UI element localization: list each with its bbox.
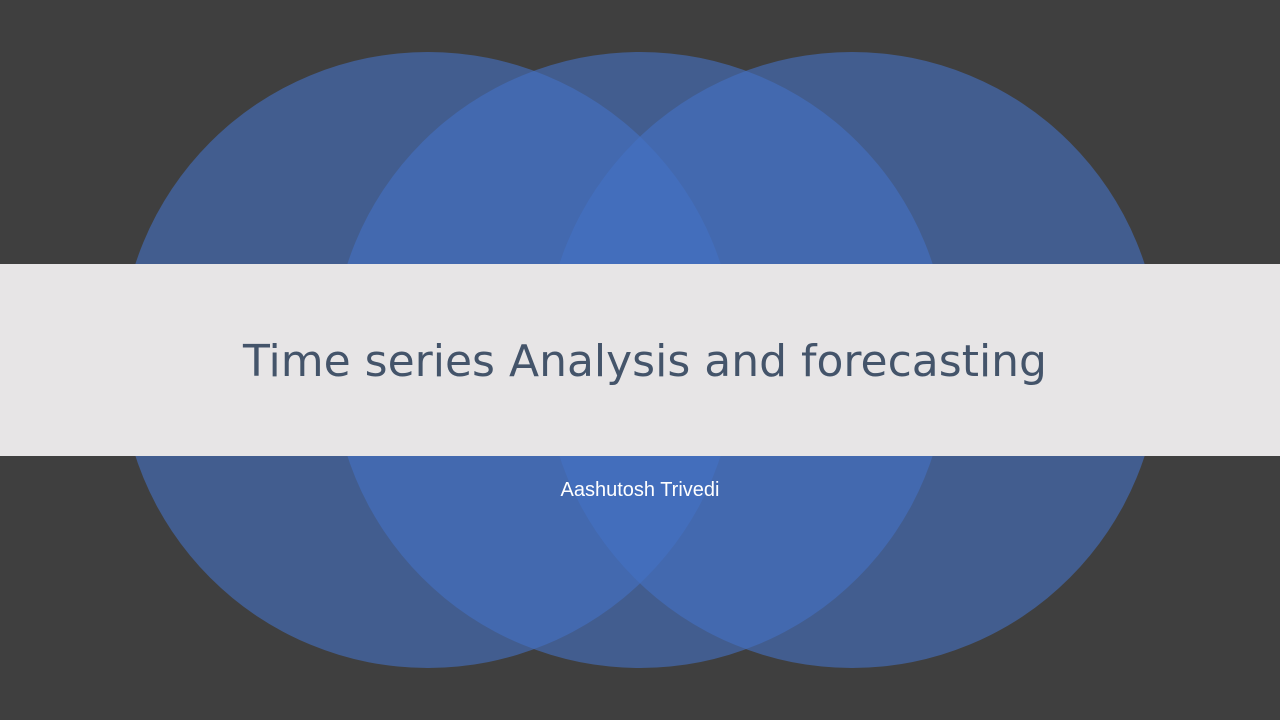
slide-subtitle: Aashutosh Trivedi xyxy=(560,479,720,501)
title-band xyxy=(0,264,1280,456)
slide-title: Time series Analysis and forecasting xyxy=(243,336,1047,387)
